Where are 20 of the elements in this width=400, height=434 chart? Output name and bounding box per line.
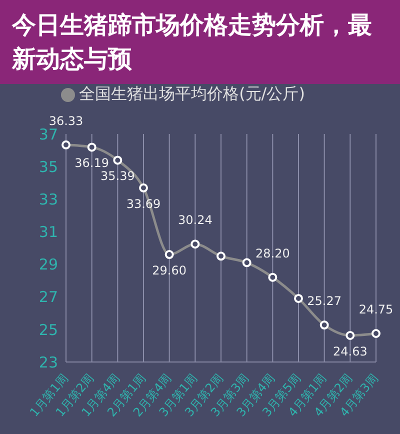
data-label: 30.24 (178, 213, 212, 228)
y-tick-label: 25 (38, 320, 58, 339)
y-tick-label: 27 (38, 288, 58, 306)
data-label: 25.27 (307, 294, 342, 308)
y-tick-label: 33 (38, 190, 58, 208)
y-tick-label: 29 (38, 256, 58, 274)
data-label: 24.63 (332, 344, 368, 358)
chart-title: 今日生猪蹄市场价格走势分析，最新动态与预 (0, 0, 400, 84)
data-label: 33.69 (126, 196, 161, 211)
data-label: 36.19 (74, 156, 110, 170)
data-label: 35.39 (100, 169, 135, 184)
data-label: 28.20 (255, 246, 290, 260)
data-label: 24.75 (358, 302, 394, 316)
data-label: 29.60 (152, 264, 187, 278)
y-tick-label: 37 (38, 125, 58, 144)
legend-label: 全国生猪出场平均价格(元/公斤) (79, 84, 305, 103)
y-tick-label: 35 (38, 158, 58, 176)
data-label: 36.33 (48, 114, 84, 128)
y-tick-label: 31 (38, 223, 58, 242)
y-tick-label: 23 (38, 353, 58, 372)
